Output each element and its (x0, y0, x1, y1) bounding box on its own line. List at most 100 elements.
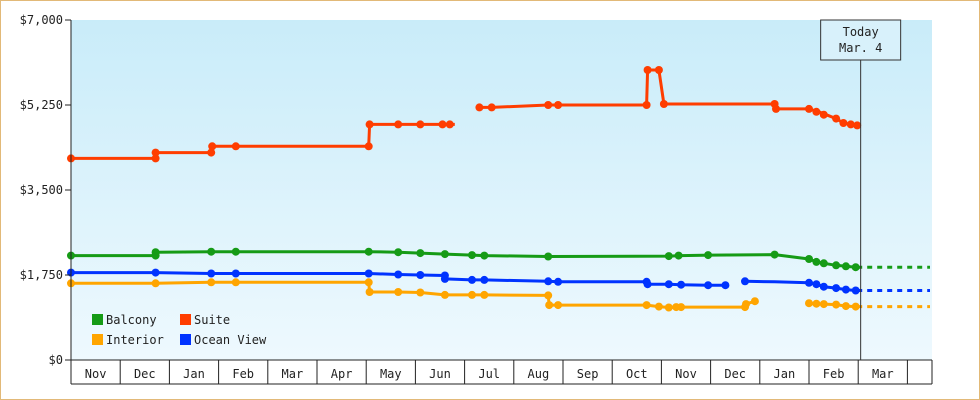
ocean-view-point-18 (721, 281, 730, 290)
suite-point-9 (416, 120, 425, 129)
interior-point-10 (480, 290, 489, 299)
ocean-view-point-8 (440, 274, 449, 283)
ocean-view-point-2 (207, 269, 216, 278)
suite-point-27 (846, 120, 855, 129)
balcony-point-16 (805, 255, 813, 263)
interior-point-20 (742, 300, 750, 309)
suite-point-21 (772, 104, 780, 113)
legend-swatch (92, 314, 103, 325)
y-tick-label: $5,250 (20, 98, 63, 112)
balcony-point-20 (841, 262, 850, 271)
ocean-view-point-11 (544, 277, 553, 286)
x-tick-label: Dec (134, 367, 156, 381)
ocean-view-point-25 (851, 286, 860, 295)
suite-point-3 (207, 148, 216, 157)
interior-point-6 (394, 288, 403, 296)
suite-point-10 (438, 120, 447, 129)
balcony-point-6 (394, 248, 403, 257)
x-tick-label: May (380, 367, 402, 381)
x-tick-label: Nov (85, 367, 107, 381)
today-label: Today (843, 25, 879, 39)
x-tick-label: Aug (528, 367, 550, 381)
x-tick-label: Mar (282, 367, 304, 381)
balcony-point-2 (151, 248, 160, 257)
ocean-view-point-20 (805, 278, 813, 287)
suite-point-23 (812, 107, 821, 116)
ocean-view-point-3 (231, 269, 240, 278)
ocean-view-point-16 (677, 280, 686, 289)
interior-point-24 (819, 300, 828, 309)
x-tick-label: Feb (232, 367, 254, 381)
today-box (820, 19, 902, 61)
series-layer (67, 66, 930, 312)
legend-swatch (180, 314, 191, 325)
interior-point-15 (654, 302, 663, 311)
legend-swatch (180, 334, 191, 345)
balcony-point-10 (480, 251, 489, 260)
interior-point-21 (750, 297, 759, 306)
balcony-point-12 (664, 252, 673, 261)
suite-point-7 (365, 120, 374, 129)
y-tick-label: $3,500 (20, 183, 63, 197)
ocean-view-point-10 (480, 275, 489, 284)
interior-point-7 (416, 288, 425, 297)
today-marker: Today Mar. 4 (820, 19, 902, 360)
x-tick-label: Sep (577, 367, 599, 381)
suite-point-6 (364, 142, 373, 151)
balcony-point-14 (704, 251, 713, 260)
suite-point-2 (151, 148, 160, 157)
x-tick-label: Apr (331, 367, 353, 381)
interior-point-25 (832, 300, 841, 309)
balcony-point-3 (207, 247, 216, 256)
ocean-view-point-12 (554, 277, 563, 286)
suite-point-12 (475, 103, 484, 112)
balcony-point-11 (544, 252, 553, 261)
balcony-point-4 (231, 247, 240, 256)
ocean-view-point-24 (841, 285, 850, 294)
x-tick-label: Mar (872, 367, 894, 381)
ocean-view-point-4 (364, 269, 373, 278)
interior-point-18 (677, 303, 686, 312)
ocean-view-point-9 (468, 275, 476, 284)
legend-label: Ocean View (194, 333, 267, 347)
interior-point-11 (544, 291, 553, 300)
suite-point-15 (554, 101, 563, 109)
x-tick-label: Jun (429, 367, 451, 381)
ocean-view-point-15 (664, 280, 673, 289)
interior-point-22 (805, 299, 813, 308)
axes-layer: $0 $1,750 $3,500 $5,250 $7,000 Nov Dec Jan Feb Ma… (20, 13, 933, 385)
balcony-point-8 (440, 250, 449, 259)
balcony-point-9 (468, 251, 476, 260)
ocean-view-point-5 (394, 270, 403, 279)
ocean-view-point-23 (832, 284, 841, 293)
interior-point-12 (545, 301, 554, 310)
suite-point-4 (208, 142, 217, 151)
balcony-point-7 (416, 249, 425, 258)
interior-point-14 (642, 301, 651, 310)
balcony-point-19 (832, 261, 841, 270)
suite-point-14 (544, 101, 553, 109)
suite-point-18 (654, 66, 663, 74)
ocean-view-point-19 (741, 277, 749, 286)
balcony-point-13 (674, 251, 683, 260)
balcony-point-5 (364, 247, 373, 256)
y-tick-label: $1,750 (20, 268, 63, 282)
ocean-view-point-6 (416, 271, 425, 279)
interior-point-23 (812, 299, 821, 308)
x-tick-label: Jan (774, 367, 796, 381)
interior-point-2 (207, 278, 216, 287)
y-tick-label: $0 (49, 353, 63, 367)
x-tick-label: Oct (626, 367, 648, 381)
suite-point-24 (819, 110, 828, 119)
suite-point-8 (394, 120, 403, 129)
ocean-view-point-22 (819, 282, 828, 291)
balcony-point-15 (770, 250, 779, 259)
suite-point-13 (487, 103, 496, 112)
legend-label: Interior (106, 333, 164, 347)
legend-label: Balcony (106, 313, 157, 327)
ocean-view-point-14 (643, 280, 652, 289)
legend-swatch (92, 334, 103, 345)
balcony-point-17 (812, 257, 821, 266)
suite-point-16 (642, 101, 651, 109)
balcony-point-18 (819, 259, 828, 268)
